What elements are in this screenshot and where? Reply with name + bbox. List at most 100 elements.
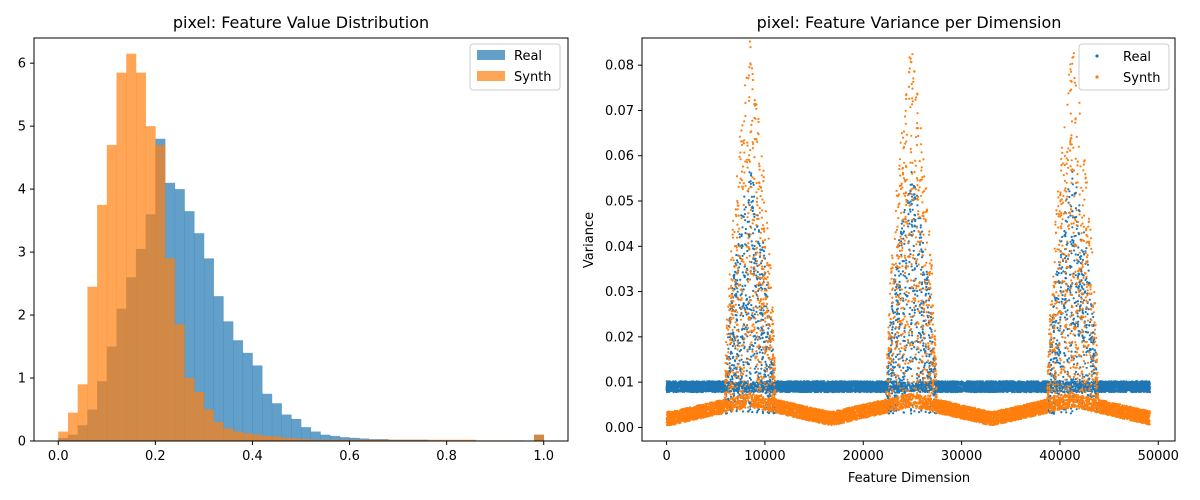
scatter-point-real: [909, 210, 912, 213]
scatter-point-real: [909, 367, 913, 371]
histogram-bar-real: [349, 437, 360, 441]
scatter-point-real: [760, 348, 763, 351]
scatter-point-real: [1072, 297, 1075, 300]
scatter-point-real: [765, 364, 768, 367]
scatter-point-real: [742, 363, 745, 367]
histogram-bar-real: [262, 393, 273, 441]
histogram-bar-synth: [436, 439, 447, 441]
histogram-bar-real: [194, 233, 205, 441]
scatter-point-real: [920, 248, 923, 251]
scatter-point-real: [1069, 240, 1072, 243]
histogram-bar-real: [223, 321, 234, 441]
scatter-point-real: [727, 397, 730, 400]
scatter-point-real: [897, 334, 900, 337]
scatter-point-real: [905, 303, 909, 306]
scatter-point-real: [743, 265, 746, 268]
histogram-bar-real: [242, 352, 253, 441]
scatter-point-real: [752, 289, 755, 293]
scatter-point-real: [735, 259, 739, 262]
scatter-point-real: [741, 271, 744, 274]
histogram-bar-real: [310, 431, 321, 441]
scatter-point-real: [1064, 235, 1067, 238]
scatter-point-real: [727, 336, 730, 339]
scatter-point-real: [1082, 288, 1085, 291]
scatter-point-real: [760, 367, 763, 370]
histogram-bar-synth: [291, 438, 302, 441]
scatter-point-real: [905, 344, 908, 347]
scatter-point-real: [766, 333, 770, 336]
histogram-bars: [58, 53, 545, 442]
scatter-point-real: [741, 285, 744, 288]
scatter-point-real: [900, 222, 903, 225]
scatter-point-real: [752, 253, 755, 257]
legend-swatch-synth: [477, 71, 505, 81]
histogram-bar-synth: [97, 204, 108, 441]
scatter-point-real: [916, 204, 919, 207]
histogram-bar-synth: [58, 431, 69, 441]
scatter-point-real: [903, 242, 906, 245]
scatter-point-real: [1089, 361, 1093, 364]
histogram-bar-synth: [87, 286, 98, 441]
scatter-point-real: [1079, 257, 1082, 261]
scatter-point-real: [764, 360, 767, 363]
scatter-point-real: [1050, 374, 1053, 377]
scatter-point-real: [1055, 342, 1058, 345]
scatter-point-real: [742, 361, 745, 364]
scatter-point-real: [758, 244, 762, 247]
histogram-bar-synth: [466, 439, 477, 441]
scatter-point-real: [1091, 347, 1094, 350]
scatter-point-real: [749, 358, 752, 361]
scatter-point-real: [741, 254, 744, 257]
scatter-point-real: [908, 222, 911, 225]
histogram-bar-synth: [281, 437, 292, 441]
histogram-bar-synth: [534, 434, 545, 441]
scatter-point-real: [915, 358, 918, 361]
scatter-point-real: [920, 236, 923, 239]
scatter-point-real: [761, 336, 764, 339]
scatter-point-real: [753, 352, 756, 355]
y-tick-label: 6: [18, 57, 26, 72]
scatter-point-real: [1064, 219, 1067, 222]
scatter-point-real: [749, 378, 753, 381]
histogram-bar-synth: [77, 384, 88, 441]
scatter-point-real: [894, 361, 897, 364]
scatter-point-real: [1060, 300, 1063, 303]
scatter-title: pixel: Feature Variance per Dimension: [757, 13, 1062, 32]
scatter-point-real: [1063, 352, 1066, 355]
scatter-point-real: [892, 412, 895, 415]
scatter-point-real: [739, 262, 742, 265]
scatter-point-real: [912, 249, 915, 252]
histogram-bar-synth: [427, 439, 438, 441]
scatter-point-real: [1058, 281, 1061, 285]
scatter-point-real: [755, 274, 758, 277]
scatter-point-real: [1075, 285, 1078, 288]
scatter-point-real: [753, 313, 757, 316]
scatter-point-real: [894, 355, 898, 358]
scatter-point-real: [743, 327, 746, 331]
histogram-bar-real: [281, 414, 292, 441]
x-tick-label: 0.0: [48, 449, 69, 464]
scatter-point-real: [1051, 321, 1054, 324]
scatter-point-real: [1063, 257, 1067, 260]
scatter-point-real: [1077, 253, 1080, 256]
scatter-point-real: [1080, 285, 1083, 288]
scatter-point-real: [753, 215, 756, 218]
scatter-point-real: [752, 181, 755, 184]
scatter-point-real: [896, 336, 899, 339]
scatter-point-real: [733, 326, 736, 329]
scatter-point-real: [732, 355, 735, 358]
histogram-bar-synth: [233, 431, 244, 441]
scatter-point-real: [911, 334, 914, 337]
histogram-bar-synth: [203, 409, 214, 441]
x-tick-label: 0.4: [242, 449, 263, 464]
scatter-point-real: [906, 366, 909, 369]
histogram-bar-synth: [398, 439, 409, 441]
scatter-point-real: [913, 410, 916, 413]
scatter-point-real: [917, 411, 921, 414]
histogram-bar-synth: [242, 433, 253, 441]
legend-swatch-real: [477, 50, 505, 60]
histogram-axes-frame: [33, 37, 569, 442]
y-tick-label: 1: [18, 372, 26, 387]
histogram-bar-real: [203, 258, 214, 441]
